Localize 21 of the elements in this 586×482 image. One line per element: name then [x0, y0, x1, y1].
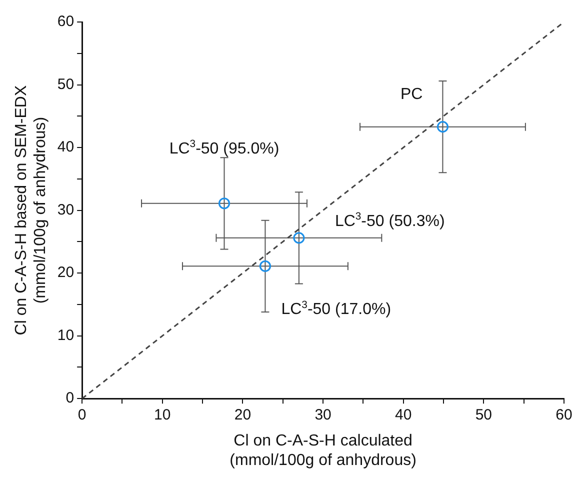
- y-tick-label: 50: [57, 76, 74, 93]
- x-tick-label: 50: [475, 406, 492, 424]
- y-tick-label: 40: [57, 138, 74, 156]
- y-tick-label: 20: [57, 264, 74, 282]
- y-tick-label: 60: [57, 13, 74, 30]
- x-tick-label: 40: [395, 406, 412, 424]
- x-tick-label: 0: [78, 406, 86, 424]
- point: [293, 232, 305, 244]
- point: [436, 121, 449, 133]
- y-tick-label: 30: [57, 201, 74, 218]
- y-tick-label: 10: [57, 326, 74, 344]
- x-axis-title: Cl on C-A-S-H calculated (mmol/100g of anhydrous): [230, 432, 416, 469]
- x-tick-label: 10: [154, 406, 171, 424]
- y-axis-title: Cl on C-A-S-H based on SEM-EDX (mmol/100g of anhydrous): [13, 85, 50, 336]
- x-tick-label: 60: [556, 406, 572, 424]
- y-tick-label: 0: [66, 390, 74, 407]
- x-tick-label: 20: [234, 406, 252, 424]
- annotation: PC: [400, 86, 423, 103]
- point: [218, 198, 230, 210]
- point: [259, 260, 272, 272]
- x-tick-label: 30: [314, 406, 332, 424]
